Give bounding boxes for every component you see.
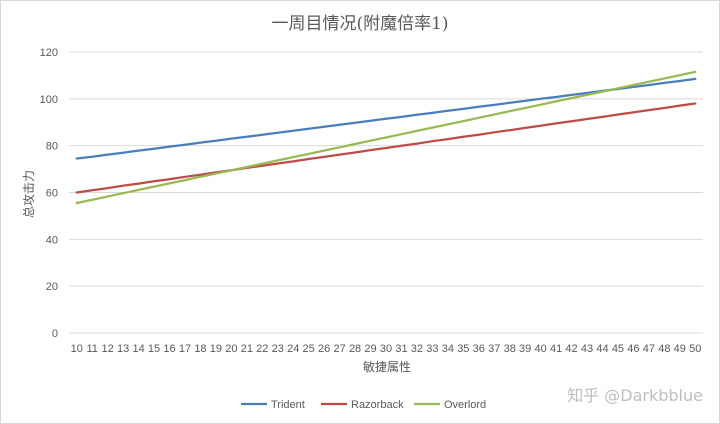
- x-axis-ticks: 10 11 12 13 14 15 16 17 18 19 20 21 22 23 24 25 26 27 28 29…: [71, 343, 702, 355]
- x-tick-label: 44: [596, 343, 608, 355]
- watermark-text: 知乎 @Darkbblue: [567, 386, 703, 405]
- x-tick-label: 26: [318, 343, 330, 355]
- x-tick-label: 13: [117, 343, 129, 355]
- x-tick-label: 48: [658, 343, 670, 355]
- x-tick-label: 15: [148, 343, 160, 355]
- x-tick-label: 19: [210, 343, 222, 355]
- x-tick-label: 49: [674, 343, 686, 355]
- x-tick-label: 47: [643, 343, 655, 355]
- series-line-trident: [75, 77, 697, 160]
- x-tick-label: 29: [364, 343, 376, 355]
- x-tick-label: 24: [287, 343, 299, 355]
- y-tick-label: 120: [40, 47, 58, 59]
- x-tick-label: 23: [272, 343, 284, 355]
- x-tick-label: 45: [612, 343, 624, 355]
- legend-label: Trident: [271, 399, 305, 411]
- y-axis-ticks: 0 20 40 60 80 100 120: [40, 47, 58, 340]
- x-tick-label: 16: [163, 343, 175, 355]
- x-tick-label: 34: [442, 343, 454, 355]
- x-tick-label: 32: [411, 343, 423, 355]
- grid-layer: [69, 51, 703, 334]
- x-tick-label: 43: [581, 343, 593, 355]
- x-tick-label: 36: [473, 343, 485, 355]
- x-tick-label: 22: [256, 343, 268, 355]
- y-tick-label: 0: [52, 328, 58, 340]
- x-tick-label: 12: [102, 343, 114, 355]
- x-tick-label: 37: [488, 343, 500, 355]
- series-layer: [75, 70, 697, 205]
- x-tick-label: 25: [303, 343, 315, 355]
- y-tick-label: 40: [46, 234, 58, 246]
- x-tick-label: 46: [627, 343, 639, 355]
- x-tick-label: 18: [194, 343, 206, 355]
- x-tick-label: 20: [225, 343, 237, 355]
- y-tick-label: 80: [46, 141, 58, 153]
- x-tick-label: 35: [457, 343, 469, 355]
- chart-title: 一周目情况(附魔倍率1): [271, 14, 448, 34]
- y-tick-label: 100: [40, 94, 58, 106]
- x-tick-label: 10: [71, 343, 83, 355]
- x-tick-label: 39: [519, 343, 531, 355]
- y-tick-label: 60: [46, 188, 58, 200]
- x-tick-label: 40: [535, 343, 547, 355]
- x-tick-label: 14: [132, 343, 144, 355]
- x-tick-label: 31: [395, 343, 407, 355]
- x-tick-label: 21: [241, 343, 253, 355]
- x-tick-label: 42: [565, 343, 577, 355]
- y-tick-label: 20: [46, 281, 58, 293]
- x-tick-label: 28: [349, 343, 361, 355]
- series-line-razorback: [75, 102, 697, 194]
- x-axis-label: 敏捷属性: [363, 359, 411, 374]
- x-tick-label: 50: [689, 343, 701, 355]
- legend: Trident Razorback Overlord: [241, 399, 486, 411]
- legend-label: Razorback: [351, 399, 404, 411]
- legend-label: Overlord: [444, 399, 486, 411]
- x-tick-label: 27: [333, 343, 345, 355]
- x-tick-label: 33: [426, 343, 438, 355]
- x-tick-label: 17: [179, 343, 191, 355]
- y-axis-label: 总攻击力: [22, 170, 36, 218]
- series-line-overlord: [75, 70, 697, 205]
- x-tick-label: 11: [86, 343, 97, 355]
- x-tick-label: 38: [504, 343, 516, 355]
- x-tick-label: 30: [380, 343, 392, 355]
- x-tick-label: 41: [550, 343, 562, 355]
